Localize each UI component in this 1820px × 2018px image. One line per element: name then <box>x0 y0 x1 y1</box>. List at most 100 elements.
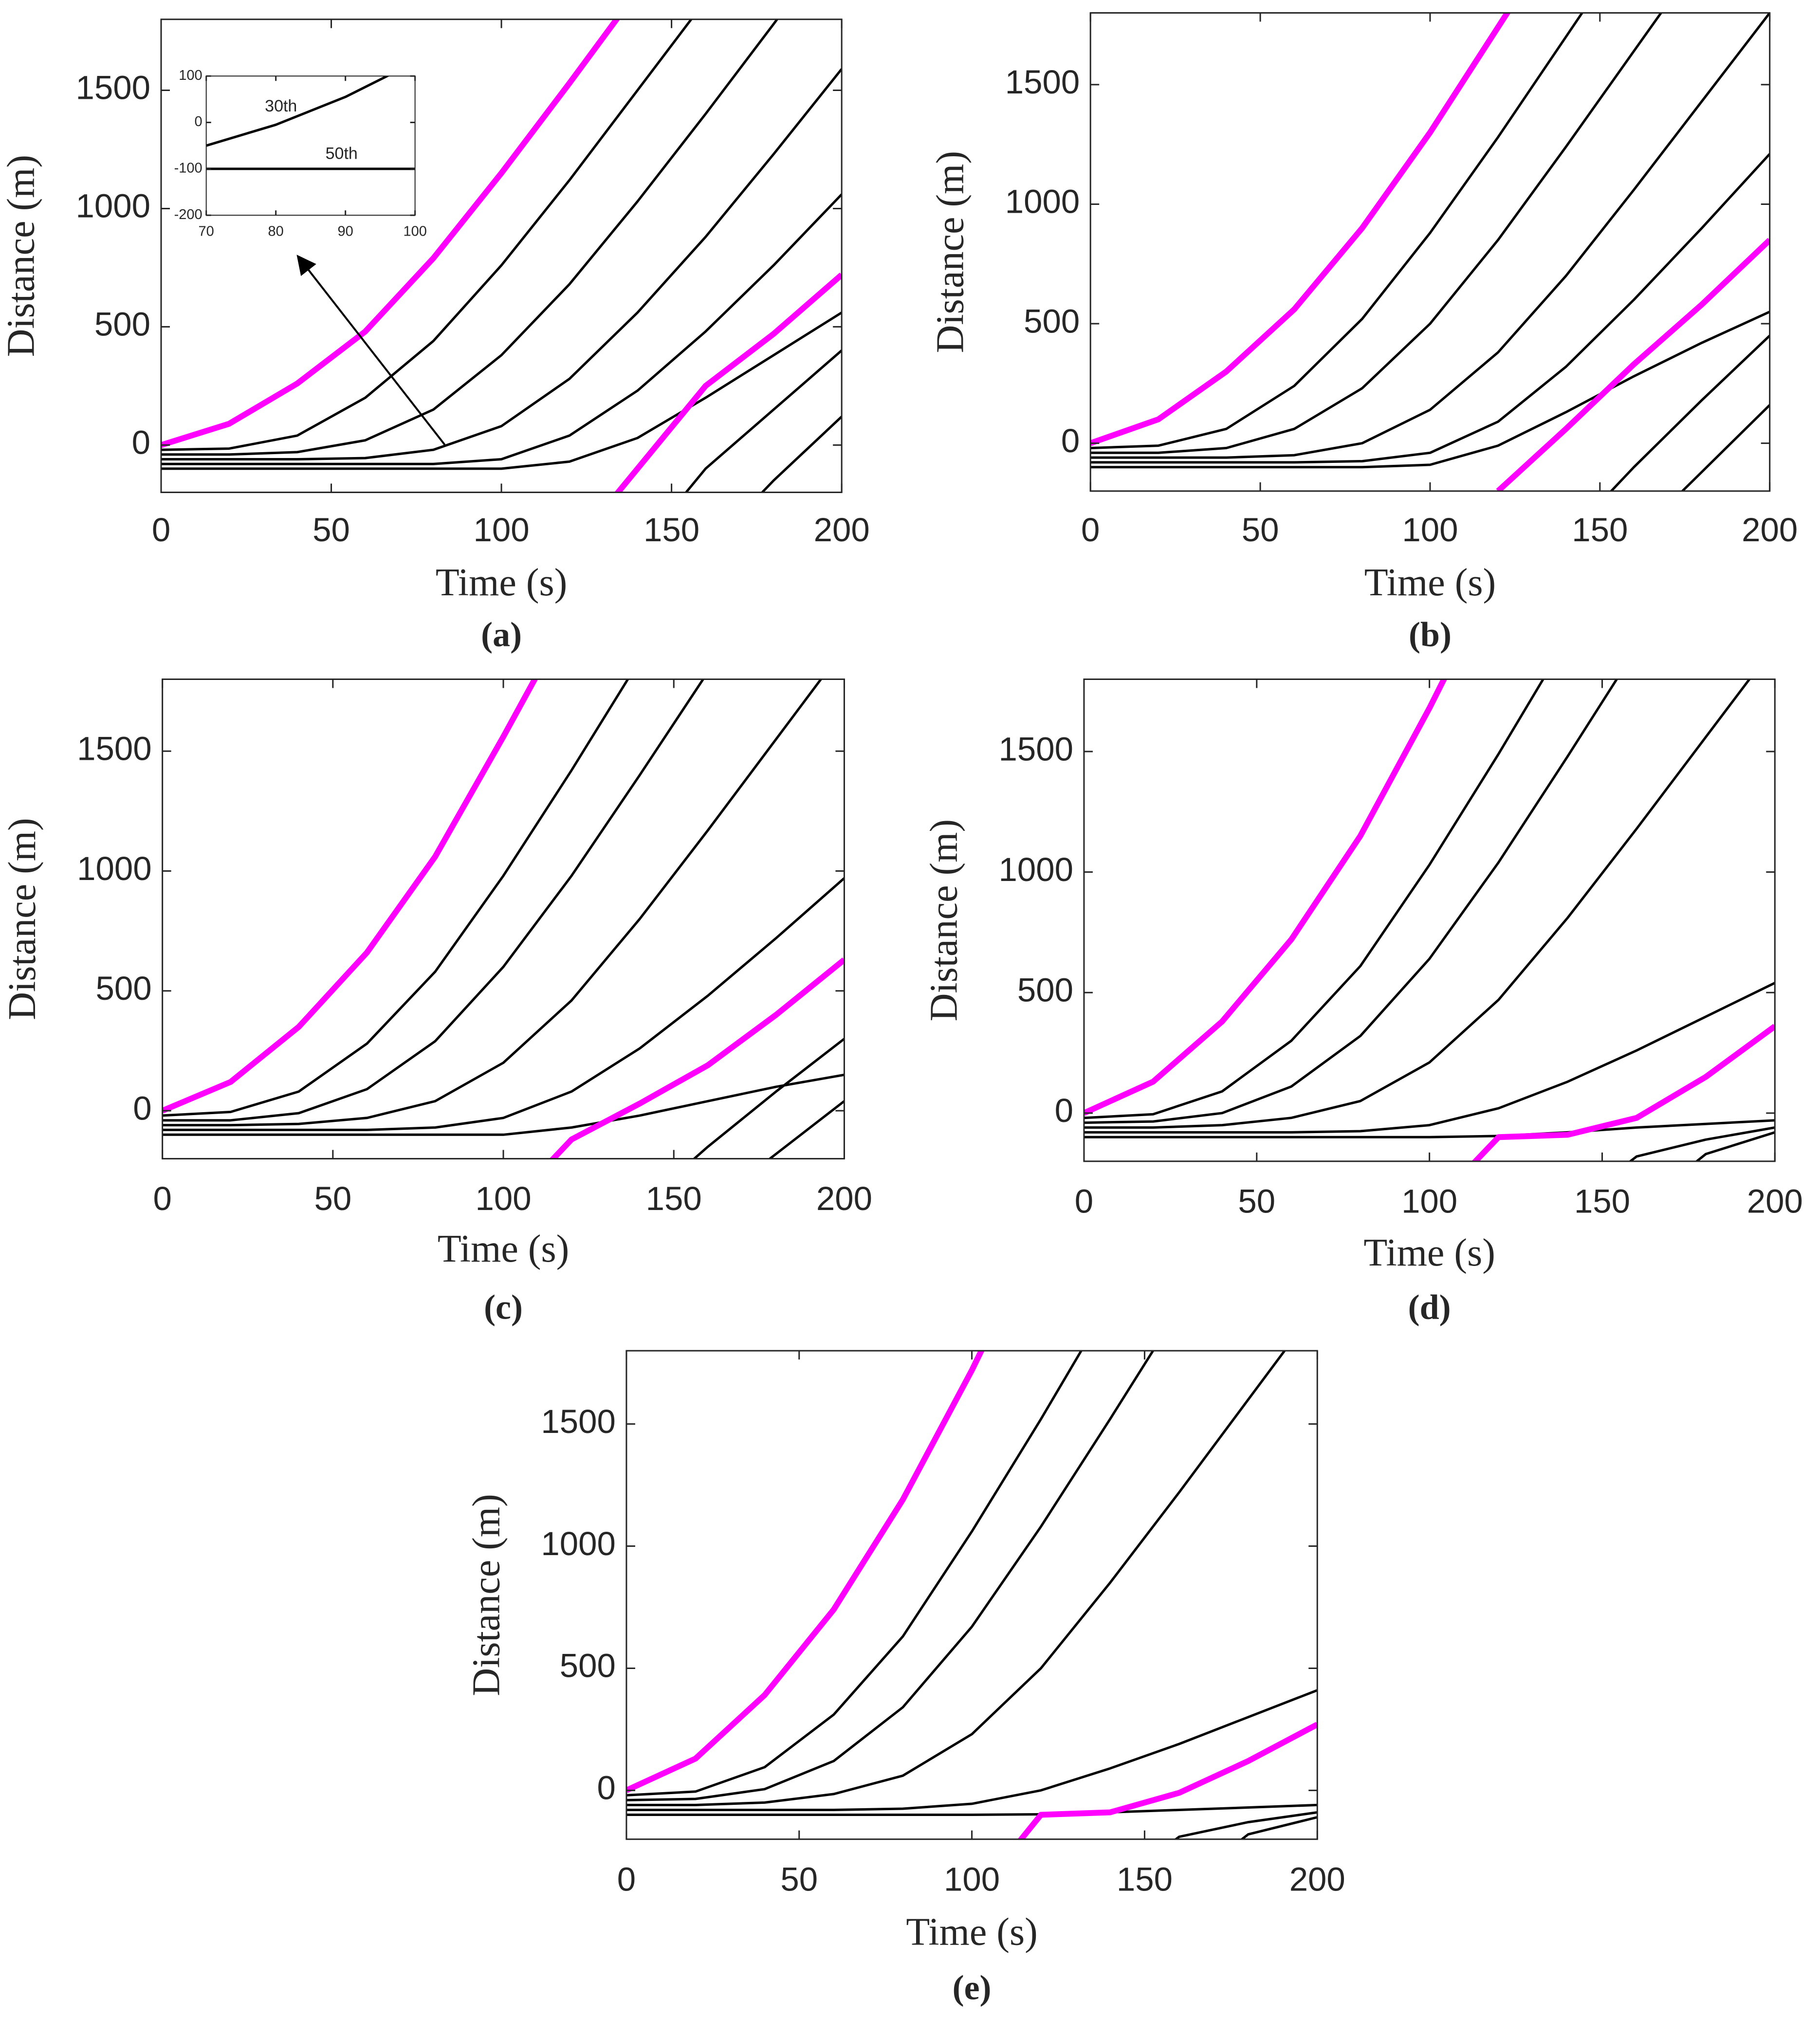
y-tick-label: 1500 <box>76 69 151 107</box>
x-tick-label: 0 <box>152 511 170 549</box>
series-line <box>1084 679 1618 1124</box>
series-line <box>1017 1722 1318 1839</box>
x-axis-label: Time (s) <box>438 1228 569 1270</box>
x-tick-label: 0 <box>153 1180 171 1217</box>
series-line <box>1240 1816 1318 1839</box>
series-line <box>162 877 845 1131</box>
x-axis-label: Time (s) <box>906 1911 1037 1954</box>
lines <box>1084 679 1775 1161</box>
x-tick-label: 200 <box>814 511 870 549</box>
x-tick-label: 90 <box>338 223 353 239</box>
series-line <box>1084 1119 1775 1138</box>
series-line <box>1680 404 1770 491</box>
x-tick-label: 70 <box>199 223 214 239</box>
panel-label: (e) <box>953 1968 992 2007</box>
x-tick-label: 80 <box>268 223 284 239</box>
series-line <box>1628 1126 1775 1161</box>
x-tick-label: 100 <box>1402 511 1458 549</box>
x-tick-label: 200 <box>1747 1182 1803 1220</box>
x-tick-label: 0 <box>1075 1182 1093 1220</box>
y-axis-label: Distance (m) <box>1 818 44 1020</box>
series-line <box>1090 13 1584 449</box>
series-line <box>162 679 629 1117</box>
series-line <box>1084 679 1751 1129</box>
y-tick-label: 100 <box>179 68 202 83</box>
x-tick-label: 200 <box>816 1180 872 1217</box>
series-line <box>1694 1131 1775 1161</box>
panel-label: (a) <box>481 615 522 654</box>
x-axis-label: Time (s) <box>436 561 567 604</box>
series-line <box>626 1803 1318 1816</box>
series-label: 50th <box>326 145 358 163</box>
series-line <box>1496 238 1770 491</box>
y-axis-label: Distance (m) <box>0 155 42 357</box>
x-tick-label: 100 <box>1401 1182 1457 1220</box>
series-line <box>1174 1811 1318 1839</box>
series-line <box>161 312 842 470</box>
x-tick-label: 0 <box>1081 511 1100 549</box>
inset-background <box>206 76 415 216</box>
y-tick-label: 0 <box>1055 1092 1073 1129</box>
y-tick-label: 0 <box>597 1769 616 1807</box>
y-axis-label: Distance (m) <box>465 1494 508 1696</box>
series-line <box>162 679 823 1127</box>
y-tick-label: -100 <box>174 161 202 176</box>
x-tick-label: 150 <box>1117 1860 1173 1898</box>
axes-frame <box>625 1350 1318 1840</box>
axes-frame <box>205 75 416 216</box>
series-line <box>626 1351 985 1793</box>
series-line <box>626 1689 1318 1811</box>
y-tick-label: 0 <box>132 424 150 461</box>
x-tick-label: 50 <box>1242 511 1279 549</box>
series-line <box>162 679 705 1122</box>
series-line <box>626 1351 1155 1801</box>
x-tick-label: 100 <box>474 511 530 549</box>
y-tick-label: 0 <box>195 114 202 129</box>
y-tick-label: 500 <box>1024 302 1080 340</box>
y-tick-label: 1000 <box>77 850 152 887</box>
series-line <box>614 272 842 493</box>
axes-frame <box>1083 678 1776 1162</box>
y-tick-label: 500 <box>94 306 150 343</box>
y-axis-label: Distance (m) <box>929 151 972 353</box>
panel-label: (d) <box>1408 1288 1451 1327</box>
series-line <box>1090 153 1770 464</box>
series-line <box>161 19 621 448</box>
x-tick-label: 150 <box>1572 511 1628 549</box>
x-tick-label: 50 <box>780 1860 818 1898</box>
series-line <box>162 1073 845 1136</box>
x-tick-label: 150 <box>1574 1182 1630 1220</box>
x-tick-label: 50 <box>314 1180 351 1217</box>
series-line <box>760 416 842 493</box>
y-tick-label: 1000 <box>1005 183 1080 220</box>
y-axis-label: Distance (m) <box>922 819 965 1021</box>
series-line <box>206 76 390 147</box>
series-line <box>161 19 779 456</box>
series-line <box>1609 334 1770 491</box>
x-tick-label: 50 <box>313 511 350 549</box>
series-line <box>162 679 538 1114</box>
y-tick-label: 1000 <box>541 1525 616 1562</box>
y-tick-label: 1000 <box>76 187 151 225</box>
y-tick-label: -200 <box>174 207 202 222</box>
series-line <box>626 1351 1083 1797</box>
series-line <box>161 68 842 460</box>
series-line <box>692 1038 845 1159</box>
x-axis-label: Time (s) <box>1363 1231 1495 1274</box>
y-tick-label: 0 <box>133 1089 151 1127</box>
y-tick-label: 1500 <box>1005 63 1080 101</box>
x-tick-label: 50 <box>1238 1182 1275 1220</box>
x-tick-label: 100 <box>475 1180 531 1217</box>
y-tick-label: 500 <box>96 970 152 1007</box>
series-line <box>1471 1024 1775 1161</box>
x-tick-label: 200 <box>1742 511 1798 549</box>
lines <box>626 1351 1318 1839</box>
panel-label: (c) <box>484 1288 523 1327</box>
